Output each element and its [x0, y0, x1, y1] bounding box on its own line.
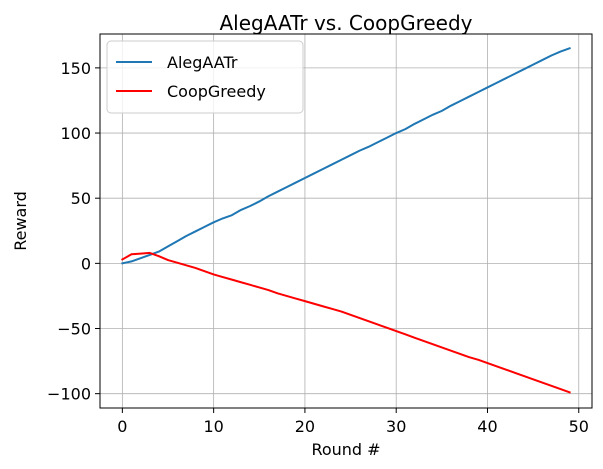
legend: AlegAATr CoopGreedy [106, 40, 304, 114]
x-tick-label: 30 [386, 417, 406, 436]
chart-title: AlegAATr vs. CoopGreedy [220, 11, 473, 35]
x-tick-label: 10 [203, 417, 223, 436]
y-tick-label: 100 [60, 124, 91, 143]
series-line-alegaatr [121, 47, 571, 265]
y-tick-label: 50 [71, 189, 91, 208]
legend-box [106, 40, 304, 114]
legend-label-coopgreedy: CoopGreedy [167, 82, 266, 101]
axis-ticks: 0 10 20 30 40 50 −100 −50 0 50 100 150 [47, 59, 589, 436]
legend-label-alegaatr: AlegAATr [167, 53, 238, 72]
x-tick-label: 20 [295, 417, 315, 436]
y-axis-label: Reward [11, 191, 30, 251]
series-line-coopgreedy [120, 251, 571, 394]
x-axis-label: Round # [311, 440, 380, 459]
x-tick-label: 40 [477, 417, 497, 436]
x-tick-label: 0 [117, 417, 127, 436]
y-tick-label: 150 [60, 59, 91, 78]
x-tick-label: 50 [569, 417, 589, 436]
plot-frame [99, 33, 593, 409]
series-lines [120, 47, 571, 394]
y-tick-label: −50 [57, 320, 91, 339]
y-tick-label: −100 [47, 385, 91, 404]
y-tick-label: 0 [81, 254, 91, 273]
